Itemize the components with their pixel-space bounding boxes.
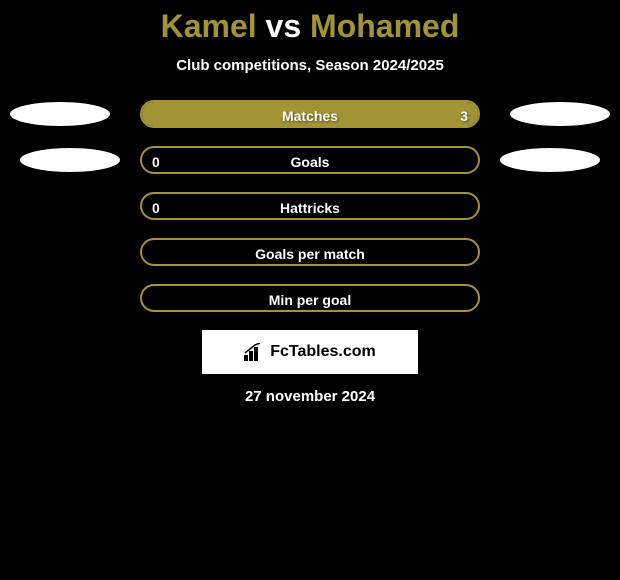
bar-track: 0 Hattricks bbox=[140, 192, 480, 220]
logo-inner: FcTables.com bbox=[244, 343, 376, 361]
bar-value-left: 0 bbox=[152, 194, 160, 220]
stat-row: Min per goal bbox=[0, 284, 620, 312]
bar-label: Hattricks bbox=[142, 194, 478, 220]
stat-row: 0 Hattricks bbox=[0, 192, 620, 220]
stats-rows: 3 Matches 0 Goals 0 Hattricks bbox=[0, 100, 620, 312]
bar-fill-right bbox=[142, 102, 478, 126]
left-ellipse bbox=[20, 148, 120, 172]
bar-track: Min per goal bbox=[140, 284, 480, 312]
comparison-infographic: Kamel vs Mohamed Club competitions, Seas… bbox=[0, 0, 620, 405]
player1-name: Kamel bbox=[161, 8, 257, 44]
left-ellipse bbox=[10, 102, 110, 126]
player2-name: Mohamed bbox=[310, 8, 459, 44]
right-ellipse bbox=[500, 148, 600, 172]
subtitle-text: Club competitions, Season 2024/2025 bbox=[0, 57, 620, 74]
bar-track: Goals per match bbox=[140, 238, 480, 266]
chart-icon bbox=[244, 343, 266, 361]
right-ellipse bbox=[510, 102, 610, 126]
page-title: Kamel vs Mohamed bbox=[0, 8, 620, 45]
bar-label: Goals per match bbox=[142, 240, 478, 266]
stat-row: Goals per match bbox=[0, 238, 620, 266]
bar-value-right: 3 bbox=[460, 102, 468, 128]
logo-box: FcTables.com bbox=[202, 330, 418, 374]
stat-row: 0 Goals bbox=[0, 146, 620, 174]
logo-text: FcTables.com bbox=[270, 343, 376, 361]
bar-label: Goals bbox=[142, 148, 478, 174]
stat-row: 3 Matches bbox=[0, 100, 620, 128]
bar-label: Min per goal bbox=[142, 286, 478, 312]
bar-value-left: 0 bbox=[152, 148, 160, 174]
vs-text: vs bbox=[266, 8, 302, 44]
bar-track: 0 Goals bbox=[140, 146, 480, 174]
date-text: 27 november 2024 bbox=[0, 388, 620, 405]
bar-track: 3 Matches bbox=[140, 100, 480, 128]
